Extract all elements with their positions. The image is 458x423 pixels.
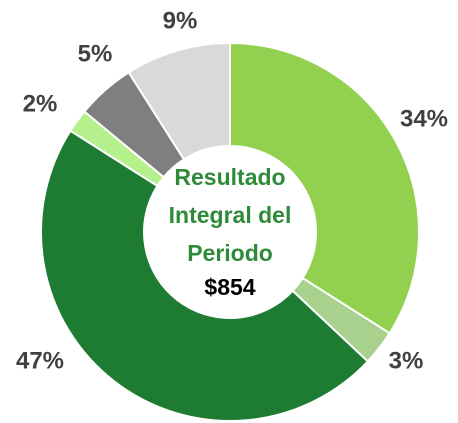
center-label: Resultado bbox=[174, 164, 285, 190]
data-label: 9% bbox=[163, 7, 198, 34]
center-label: Periodo bbox=[187, 240, 273, 266]
center-label: Integral del bbox=[169, 202, 292, 228]
data-label: 34% bbox=[400, 105, 448, 132]
donut-segment bbox=[229, 41, 420, 335]
data-label: 2% bbox=[23, 90, 58, 117]
donut-segment bbox=[40, 129, 370, 422]
data-label: 5% bbox=[78, 40, 113, 67]
donut-segment bbox=[127, 41, 231, 161]
center-total: $854 bbox=[204, 274, 255, 300]
data-label: 47% bbox=[16, 347, 64, 374]
data-label: 3% bbox=[389, 347, 424, 374]
